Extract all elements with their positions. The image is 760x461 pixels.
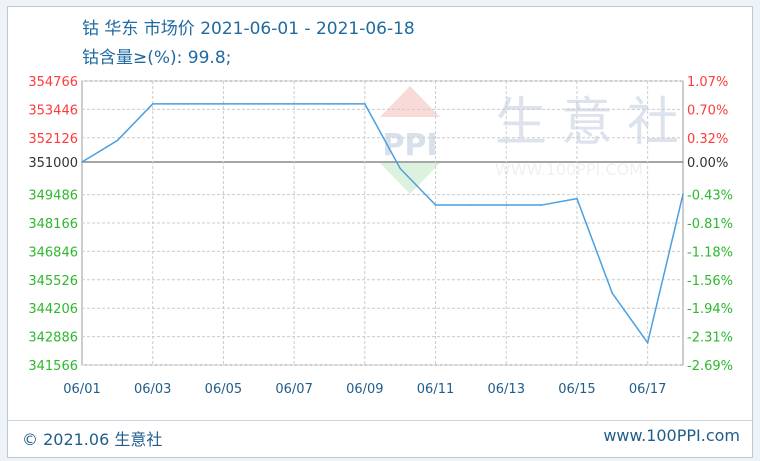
data-point [434, 204, 437, 206]
chart-subtitle: 钴含量≥(%): 99.8; [82, 48, 232, 68]
x-tick-label: 06/15 [558, 382, 595, 397]
y2-tick-label: -1.94% [687, 302, 733, 317]
data-point [81, 161, 83, 163]
y2-tick-label: 0.70% [687, 103, 728, 118]
data-point [470, 204, 472, 206]
copyright-text: © 2021.06 生意社 [22, 430, 163, 449]
data-point [151, 103, 154, 105]
y2-tick-label: -1.18% [687, 245, 733, 260]
y2-tick-label: -1.56% [687, 274, 733, 289]
y2-tick-label: 0.00% [687, 156, 728, 171]
y2-tick-label: 0.32% [687, 132, 728, 147]
y-tick-label: 352126 [28, 132, 78, 147]
data-point [222, 103, 225, 105]
y2-tick-label: -0.81% [687, 217, 733, 232]
x-tick-label: 06/13 [488, 382, 525, 397]
x-tick-label: 06/17 [629, 382, 666, 397]
watermark-text: 生意社 [495, 93, 693, 153]
site-link[interactable]: www.100PPI.com [603, 426, 740, 445]
data-point [399, 167, 401, 170]
x-tick-label: 06/09 [346, 382, 383, 397]
y-tick-label: 353446 [28, 103, 78, 118]
y-tick-label: 344206 [28, 302, 78, 317]
y2-tick-label: -2.31% [687, 331, 733, 346]
data-point [116, 139, 119, 142]
y-tick-label: 342886 [28, 331, 78, 346]
watermark-logo-up [380, 86, 440, 117]
y-tick-label: 341566 [28, 359, 78, 374]
y2-tick-label: -0.43% [687, 189, 733, 204]
x-tick-label: 06/03 [134, 382, 171, 397]
footer-divider [8, 420, 752, 421]
data-point [257, 103, 260, 105]
watermark-logo: PPI [382, 128, 437, 163]
data-point [646, 341, 649, 344]
x-tick-label: 06/05 [205, 382, 242, 397]
y2-tick-label: 1.07% [687, 75, 728, 90]
price-series-line [81, 103, 684, 345]
y-tick-label: 351000 [28, 156, 78, 171]
y-tick-label: 346846 [28, 245, 78, 260]
data-point [540, 204, 543, 206]
data-point [328, 103, 331, 105]
data-point [293, 103, 295, 105]
y2-tick-label: -2.69% [687, 359, 733, 374]
watermark-url: WWW.100PPI.COM [495, 160, 643, 179]
data-point [187, 103, 189, 105]
y-tick-label: 349486 [28, 189, 78, 204]
data-point [682, 193, 684, 196]
data-point [364, 103, 366, 105]
x-tick-label: 06/07 [275, 382, 312, 397]
data-point [576, 197, 578, 200]
x-tick-label: 06/01 [63, 382, 100, 397]
data-point [611, 292, 614, 295]
y-tick-label: 354766 [28, 75, 78, 90]
data-point [505, 204, 508, 206]
x-tick-label: 06/11 [417, 382, 454, 397]
chart-title: 钴 华东 市场价 2021-06-01 - 2021-06-18 [82, 19, 415, 39]
y-tick-label: 345526 [28, 274, 78, 289]
y-tick-label: 348166 [28, 217, 78, 232]
